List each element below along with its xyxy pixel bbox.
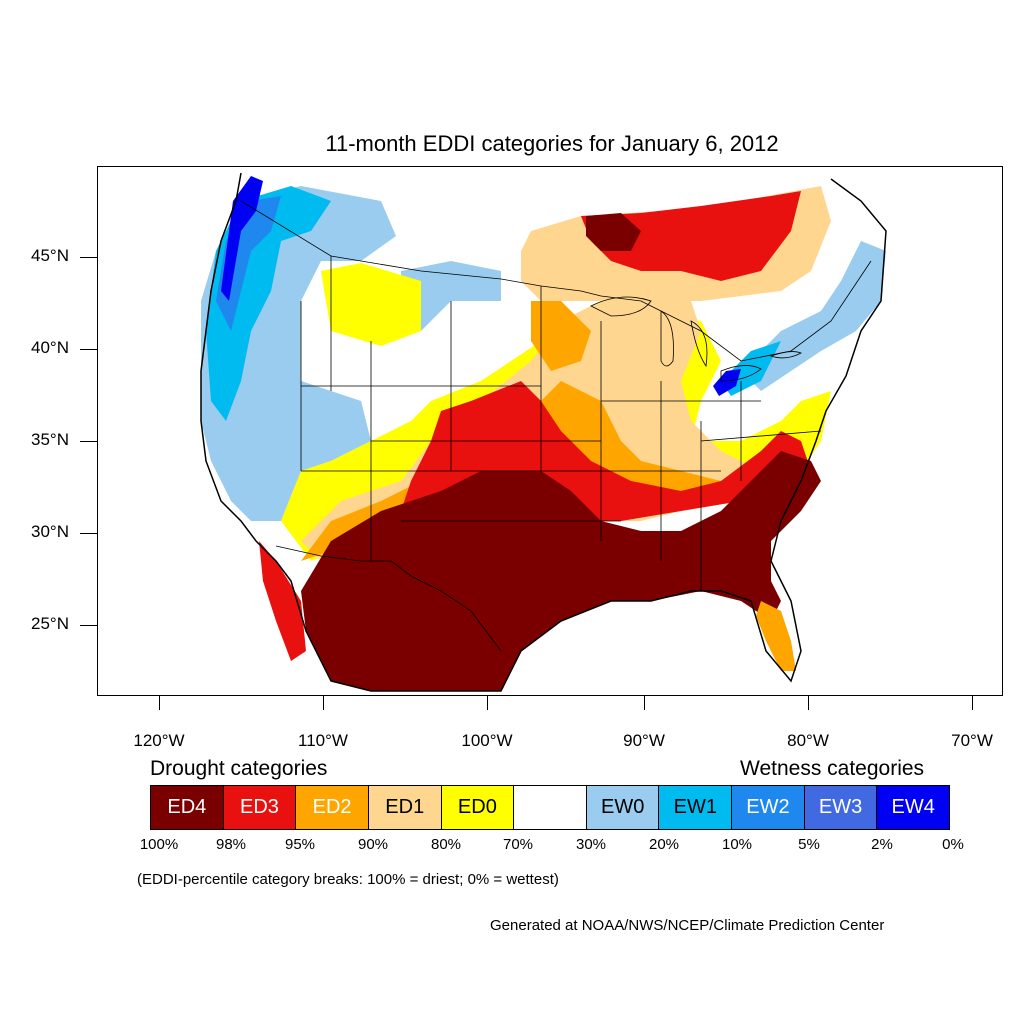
ew4-area-erie — [713, 369, 741, 396]
drought-categories-title: Drought categories — [150, 757, 328, 780]
percent-break: 30% — [575, 836, 607, 853]
legend-ew4: EW4 — [877, 786, 950, 829]
lon-label-70w: 70°W — [951, 731, 993, 750]
canada-border — [240, 200, 872, 362]
lon-tick — [159, 696, 160, 710]
legend-ed0: ED0 — [441, 786, 515, 829]
coastline — [200, 172, 887, 692]
percent-break: 98% — [215, 836, 247, 853]
lon-tick — [972, 696, 973, 710]
credit-line: Generated at NOAA/NWS/NCEP/Climate Predi… — [490, 917, 885, 934]
lat-label-30: 30°N — [31, 522, 69, 541]
ed4-area — [301, 451, 821, 691]
legend-ed1: ED1 — [368, 786, 442, 829]
percent-break: 95% — [284, 836, 316, 853]
legend-ew1: EW1 — [659, 786, 733, 829]
percent-break: 80% — [430, 836, 462, 853]
ed4-area-north — [586, 213, 641, 251]
mexico-border — [275, 545, 502, 652]
percent-break: 2% — [871, 836, 893, 853]
lat-label-35: 35°N — [31, 430, 69, 449]
eddi-map-svg — [200, 172, 887, 692]
legend-ed4: ED4 — [151, 786, 224, 829]
state-lines — [300, 256, 822, 591]
lon-label-110w: 110°W — [298, 731, 348, 750]
lon-tick — [487, 696, 488, 710]
ew2-area-west — [216, 196, 281, 331]
legend-neutral — [514, 786, 587, 829]
lon-label-120w: 120°W — [133, 731, 185, 750]
percent-break: 10% — [721, 836, 753, 853]
category-note: (EDDI-percentile category breaks: 100% =… — [137, 871, 559, 888]
lat-label-25: 25°N — [31, 614, 69, 633]
map-title: 11-month EDDI categories for January 6, … — [325, 131, 779, 156]
lat-label-45: 45°N — [31, 246, 69, 265]
ed2-area-mn — [531, 301, 591, 371]
ed3-area-north — [581, 191, 801, 281]
lat-tick — [80, 625, 97, 626]
lon-tick — [808, 696, 809, 710]
lat-tick — [80, 533, 97, 534]
percent-break: 5% — [798, 836, 820, 853]
lon-tick — [323, 696, 324, 710]
legend-ed2: ED2 — [296, 786, 369, 829]
percent-break: 20% — [648, 836, 680, 853]
ed2-area-florida — [756, 601, 796, 671]
ed3-area-baja — [259, 541, 306, 661]
eddi-map — [97, 166, 1003, 696]
lat-label-40: 40°N — [31, 338, 69, 357]
lon-label-90w: 90°W — [623, 731, 665, 750]
ew4-area-wa — [221, 176, 263, 301]
legend-ew3: EW3 — [804, 786, 878, 829]
lon-label-80w: 80°W — [787, 731, 829, 750]
legend-ed3: ED3 — [223, 786, 297, 829]
lon-label-100w: 100°W — [461, 731, 513, 750]
percent-break: 100% — [139, 836, 179, 853]
ew0-area-northrockies — [401, 261, 501, 331]
lat-tick — [80, 349, 97, 350]
percent-break: 0% — [942, 836, 964, 853]
legend-ew0: EW0 — [586, 786, 660, 829]
lon-tick — [644, 696, 645, 710]
lat-tick — [80, 257, 97, 258]
percent-break: 70% — [502, 836, 534, 853]
ed0-area-north — [321, 263, 421, 346]
category-legend: ED4 ED3 ED2 ED1 ED0 EW0 EW1 EW2 EW3 EW4 — [150, 785, 950, 830]
wetness-categories-title: Wetness categories — [740, 757, 925, 780]
legend-ew2: EW2 — [732, 786, 805, 829]
lat-tick — [80, 441, 97, 442]
great-lakes — [590, 296, 802, 382]
percent-break: 90% — [357, 836, 389, 853]
